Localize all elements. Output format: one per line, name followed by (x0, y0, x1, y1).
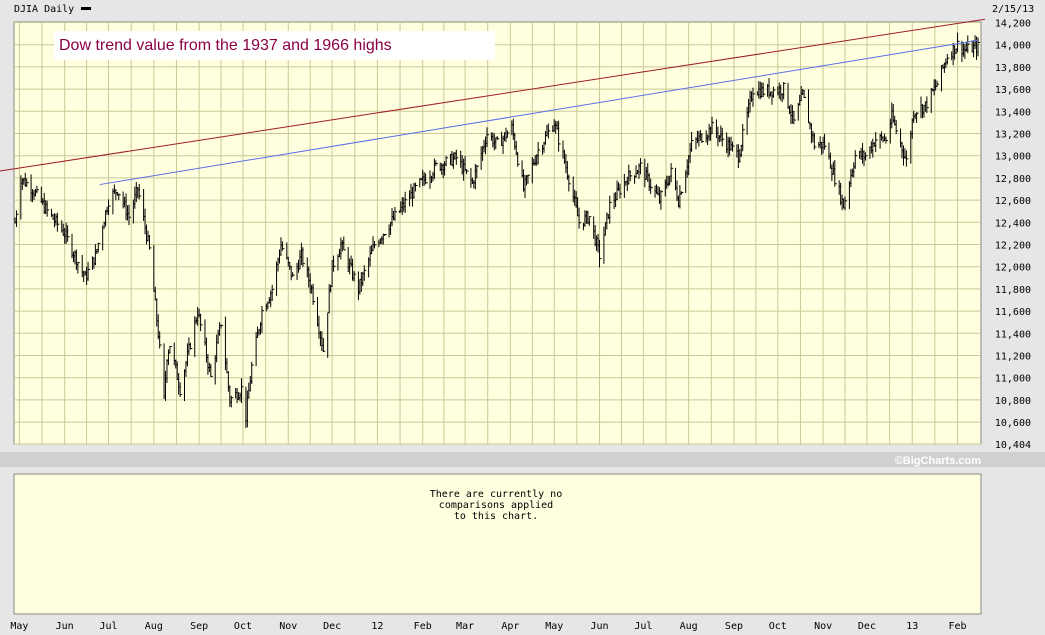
legend-swatch (81, 7, 91, 10)
x-tick-label: Nov (279, 621, 297, 632)
y-tick-label: 10,800 (995, 396, 1031, 407)
comparison-panel (13, 473, 982, 615)
y-tick-label: 11,400 (995, 329, 1031, 340)
y-tick-label: 13,800 (995, 63, 1031, 74)
x-tick-label: Aug (145, 621, 163, 632)
y-tick-label: 11,200 (995, 352, 1031, 363)
x-tick-label: 12 (371, 621, 383, 632)
trendline-1966 (99, 39, 979, 186)
y-tick-label: 13,200 (995, 130, 1031, 141)
y-tick-label: 12,200 (995, 241, 1031, 252)
x-tick-label: Oct (769, 621, 787, 632)
x-tick-label: Dec (858, 621, 876, 632)
y-tick-label: 11,600 (995, 307, 1031, 318)
annotation-text: Dow trend value from the 1937 and 1966 h… (59, 37, 392, 54)
trendline-1937 (0, 18, 986, 172)
x-tick-label: Nov (814, 621, 832, 632)
y-tick-label: 11,800 (995, 285, 1031, 296)
separator-strip (0, 452, 1045, 467)
x-tick-label: Jul (634, 621, 652, 632)
y-tick-label: 14,000 (995, 41, 1031, 52)
y-tick-label: 10,600 (995, 418, 1031, 429)
x-tick-label: 13 (906, 621, 918, 632)
x-tick-label: Sep (725, 621, 743, 632)
y-tick-label: 11,000 (995, 374, 1031, 385)
date-label: 2/15/13 (992, 4, 1034, 15)
y-tick-label: 12,600 (995, 196, 1031, 207)
x-tick-label: Apr (501, 621, 519, 632)
y-tick-label: 13,000 (995, 152, 1031, 163)
price-series (14, 32, 980, 429)
y-axis: 14,200 14,000 13,800 13,600 13,400 13,200 13,0… (995, 19, 1031, 452)
x-tick-label: May (545, 621, 563, 632)
comparison-line-1: There are currently no (430, 489, 562, 500)
watermark: ©BigCharts.com (895, 455, 982, 467)
x-axis: May Jun Jul Aug Sep Oct Nov Dec 12 Feb Mar Apr May Ju… (10, 621, 966, 632)
y-tick-label: 13,600 (995, 85, 1031, 96)
x-tick-label: Jun (590, 621, 608, 632)
x-tick-label: Aug (680, 621, 698, 632)
x-tick-label: Oct (234, 621, 252, 632)
symbol-label: DJIA Daily (14, 4, 74, 15)
x-tick-label: Jul (99, 621, 117, 632)
comparison-line-3: to this chart. (454, 511, 538, 522)
annotation-box (54, 31, 495, 60)
x-tick-label: Jun (56, 621, 74, 632)
y-tick-label: 12,800 (995, 174, 1031, 185)
x-tick-label: Feb (949, 621, 967, 632)
comparison-line-2: comparisons applied (439, 500, 553, 511)
x-tick-label: Dec (323, 621, 341, 632)
y-tick-label: 12,400 (995, 218, 1031, 229)
y-tick-label: 14,200 (995, 19, 1031, 30)
x-tick-label: Mar (456, 621, 474, 632)
x-tick-label: Sep (190, 621, 208, 632)
y-gridlines (14, 22, 981, 445)
trendlines (0, 18, 986, 186)
y-tick-label: 10,404 (995, 440, 1031, 451)
x-tick-label: May (10, 621, 28, 632)
y-tick-label: 12,000 (995, 263, 1031, 274)
price-plot-area (13, 21, 982, 445)
y-tick-label: 13,400 (995, 107, 1031, 118)
x-tick-label: Feb (414, 621, 432, 632)
